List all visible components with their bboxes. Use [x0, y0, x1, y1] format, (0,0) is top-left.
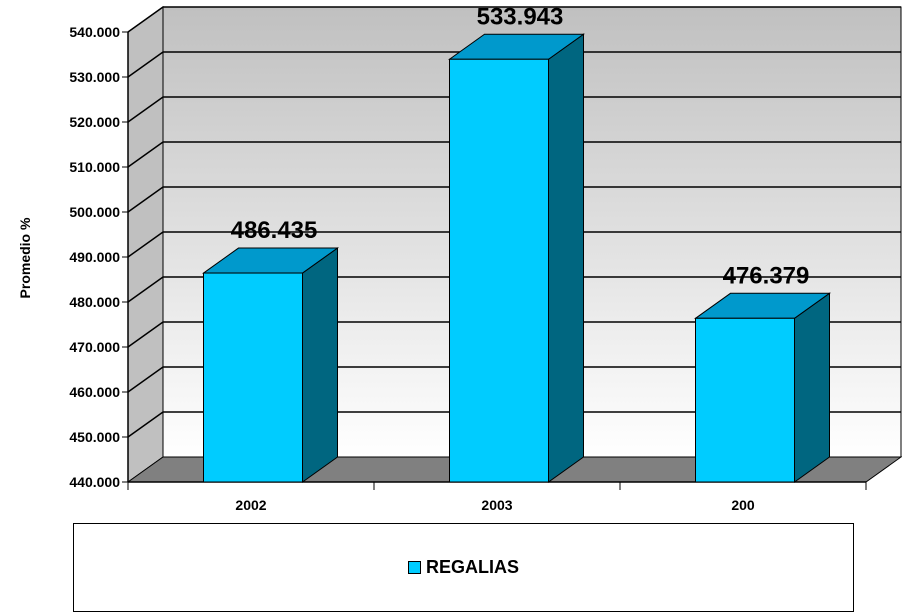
bars	[201, 33, 832, 483]
y-tick-label: 530.000	[69, 69, 120, 85]
y-tick-label: 510.000	[69, 159, 120, 175]
bar-2002	[201, 247, 340, 483]
data-label-2002: 486.435	[231, 217, 318, 244]
data-label-2003: 533.943	[477, 3, 564, 30]
gridline	[127, 276, 901, 303]
legend: REGALIAS	[73, 523, 854, 612]
gridline	[127, 321, 901, 348]
y-tick-label: 520.000	[69, 114, 120, 130]
y-tick-label: 540.000	[69, 24, 120, 40]
gridline	[127, 231, 901, 258]
bar-side	[302, 247, 338, 483]
bar-2003	[447, 33, 586, 483]
y-axis-title: Promedio %	[17, 217, 33, 298]
gridline	[127, 6, 901, 33]
bar-side	[794, 292, 830, 483]
gridlines	[127, 6, 901, 438]
y-tick-label: 490.000	[69, 249, 120, 265]
y-tick-label: 500.000	[69, 204, 120, 220]
data-labels: 486.435 533.943 476.379	[231, 3, 810, 289]
x-tick-label-200: 200	[731, 497, 755, 513]
gridline	[127, 141, 901, 168]
gridline	[127, 411, 901, 438]
gridline	[127, 96, 901, 123]
data-label-200: 476.379	[723, 262, 810, 289]
y-axis-ticks: 440.000 450.000 460.000 470.000 480.000 490.0…	[69, 24, 128, 490]
y-tick-label: 460.000	[69, 384, 120, 400]
bar-front	[695, 317, 795, 483]
gridline	[127, 186, 901, 213]
gridline	[127, 51, 901, 78]
bar-200	[693, 292, 832, 483]
bar-front	[203, 272, 303, 483]
legend-swatch-regalias	[407, 561, 421, 574]
y-tick-label: 480.000	[69, 294, 120, 310]
x-axis-ticks: 2002 2003 200	[127, 482, 867, 513]
y-tick-label: 450.000	[69, 429, 120, 445]
y-tick-label: 440.000	[69, 474, 120, 490]
bar-front	[449, 58, 549, 483]
bar-side	[548, 33, 584, 483]
y-tick-label: 470.000	[69, 339, 120, 355]
gridline	[127, 366, 901, 393]
legend-label-regalias: REGALIAS	[425, 557, 519, 577]
x-tick-label-2002: 2002	[235, 497, 266, 513]
x-tick-label-2003: 2003	[481, 497, 512, 513]
